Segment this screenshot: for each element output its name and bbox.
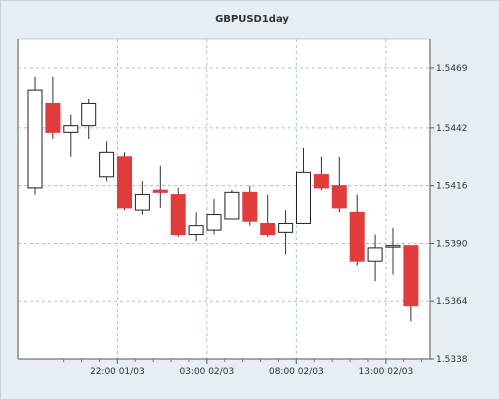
candles — [27, 76, 419, 322]
candle-body-up — [224, 191, 240, 220]
x-axis-ticks: 22:00 01/03 03:00 02/03 08:00 02/03 13:00 0… — [63, 359, 423, 377]
candle-body-up — [367, 247, 383, 262]
candle-body-up — [99, 151, 115, 178]
chart-title: GBPUSD1day — [215, 14, 289, 25]
y-tick-label: 1.5442 — [436, 124, 468, 134]
candle-body-up — [81, 102, 97, 127]
candle-body-down — [117, 156, 132, 209]
candle-body-down — [331, 185, 347, 209]
y-tick-label: 1.5338 — [436, 355, 468, 365]
candle-body-up — [296, 171, 311, 224]
candle-body-down — [403, 245, 419, 307]
candle-body-up — [385, 245, 401, 248]
candle-body-down — [152, 189, 168, 193]
candle-body-up — [278, 222, 294, 233]
y-tick-label: 1.5469 — [436, 64, 468, 74]
x-tick-label: 13:00 02/03 — [358, 367, 413, 377]
candle-body-down — [170, 194, 186, 236]
y-axis-ticks: 1.5469 1.5442 1.5416 1.5390 1.5364 1.5338 — [430, 64, 468, 365]
y-tick-label: 1.5416 — [436, 182, 468, 192]
x-tick-label: 22:00 01/03 — [90, 367, 145, 377]
plot-area — [18, 39, 430, 359]
candle-body-up — [134, 194, 150, 211]
candle-body-down — [45, 102, 61, 133]
candle-body-up — [27, 89, 43, 189]
candle-body-up — [206, 214, 222, 231]
candle-body-up — [63, 125, 79, 133]
axes — [17, 38, 431, 360]
candle-body-down — [313, 174, 329, 189]
candle-body-down — [260, 222, 276, 236]
candle-body-down — [349, 211, 365, 262]
x-tick-label: 03:00 02/03 — [179, 367, 234, 377]
candle-body-down — [242, 191, 258, 222]
y-tick-label: 1.5364 — [436, 297, 468, 307]
candle-body-up — [188, 225, 204, 236]
y-tick-label: 1.5390 — [436, 239, 468, 249]
x-tick-label: 08:00 02/03 — [269, 367, 324, 377]
